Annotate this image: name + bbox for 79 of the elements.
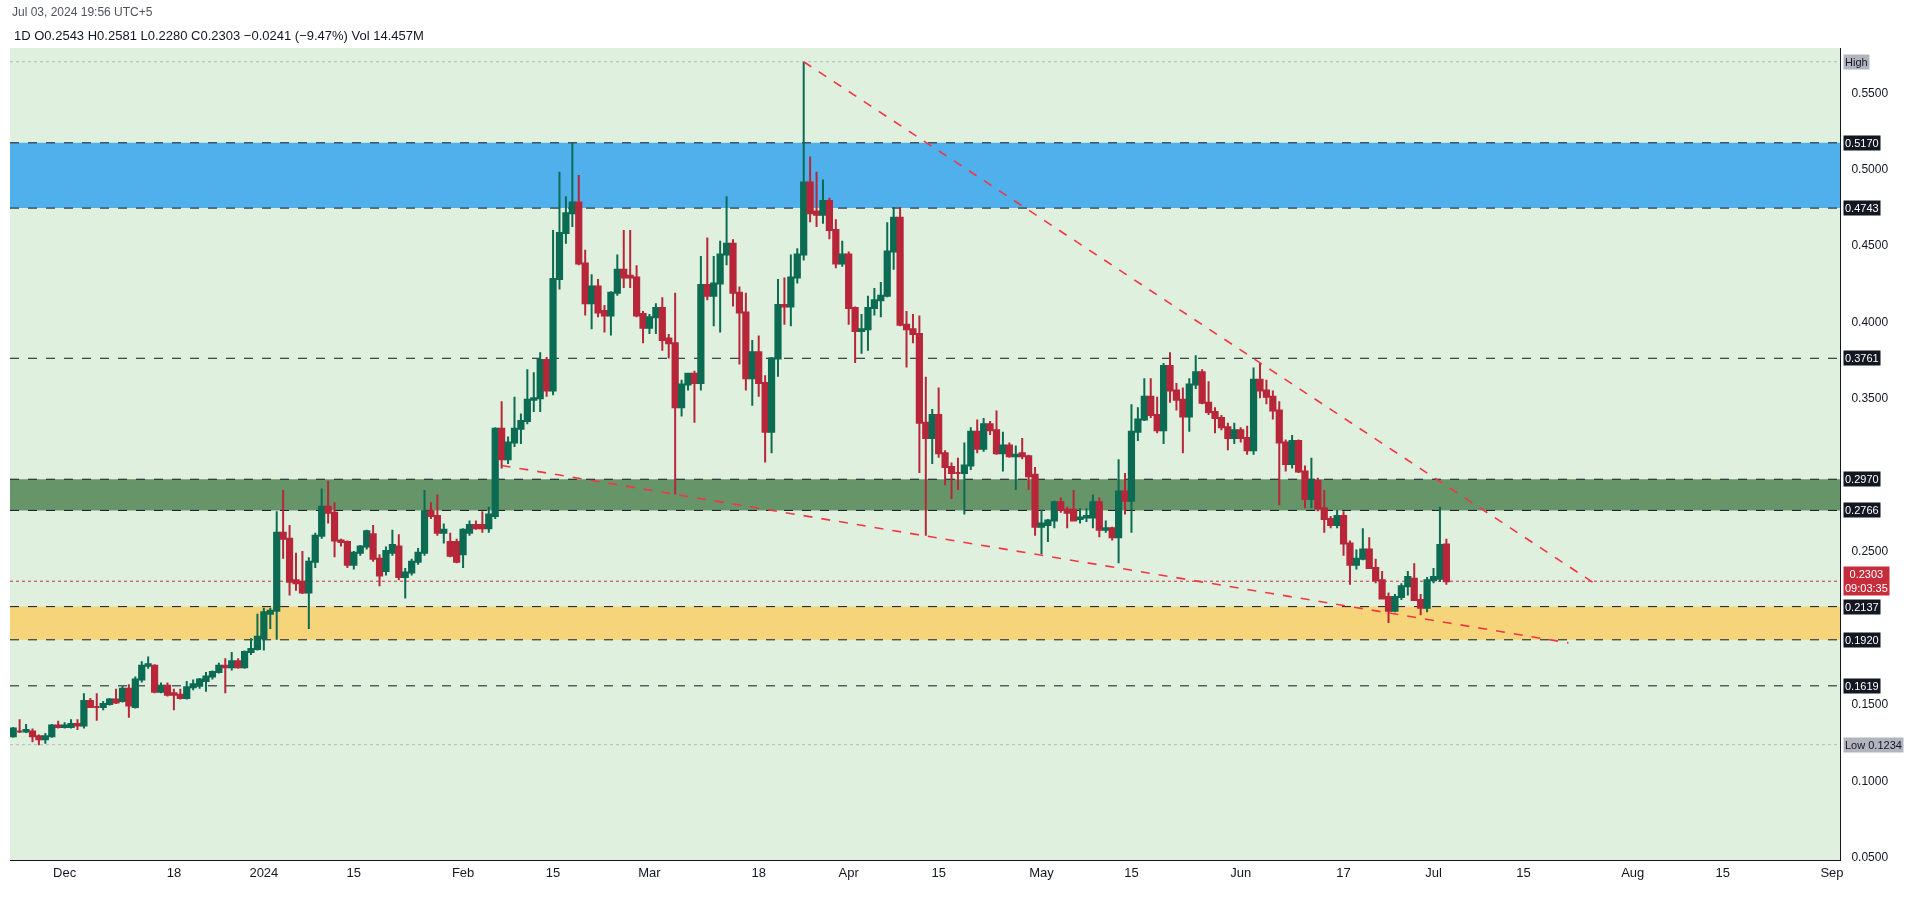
ref-line-label: 0.3761 xyxy=(1845,352,1879,364)
x-tick-label: Aug xyxy=(1621,864,1645,880)
x-tick-label: 15 xyxy=(545,864,561,880)
y-tick-label: 0.3500 xyxy=(1851,391,1889,406)
x-tick-label: 17 xyxy=(1336,864,1351,880)
ref-line-label: 0.2137 xyxy=(1845,601,1879,613)
ref-line-label: 0.4743 xyxy=(1845,202,1879,214)
x-tick-label: May xyxy=(1029,864,1055,880)
candlestick xyxy=(780,276,789,326)
candlestick xyxy=(690,369,699,424)
candlestick xyxy=(1307,456,1316,510)
candlestick xyxy=(1005,441,1013,459)
x-tick-label: 18 xyxy=(751,864,766,880)
candlestick xyxy=(697,254,705,392)
candlestick xyxy=(228,651,236,672)
y-tick-label: 0.0500 xyxy=(1851,850,1889,865)
x-tick-label: 15 xyxy=(1516,864,1531,880)
y-tick-label: 0.5000 xyxy=(1851,162,1889,177)
ref-line-label: 0.1920 xyxy=(1845,634,1879,646)
candlestick xyxy=(703,236,711,302)
chart-title: 1D O0.2543 H0.2581 L0.2280 C0.2303 −0.0241 (−9.47%) Vol 14.457M xyxy=(14,27,424,43)
candlestick xyxy=(1095,496,1103,539)
candlestick xyxy=(1115,458,1123,565)
x-tick-label: Apr xyxy=(838,864,860,880)
text: Jul 03, 2024 19:56 UTC+5 xyxy=(12,5,153,19)
candlestick xyxy=(819,178,827,225)
x-tick-label: Dec xyxy=(53,864,77,880)
x-tick-label: Jun xyxy=(1230,864,1252,880)
candlestick xyxy=(80,692,88,730)
y-tick-label: 0.5500 xyxy=(1851,85,1889,100)
candlestick xyxy=(1230,421,1238,446)
candlestick xyxy=(440,522,448,545)
candlestick xyxy=(112,687,120,706)
ref-line-label: 0.5170 xyxy=(1845,137,1879,149)
candlestick xyxy=(157,681,165,695)
candlestick xyxy=(1012,444,1020,491)
x-tick-label: 15 xyxy=(346,864,362,880)
candlestick xyxy=(1442,537,1450,586)
candlestick xyxy=(498,400,506,470)
candlestick xyxy=(588,273,596,331)
candlestick xyxy=(980,417,988,453)
candlestick xyxy=(1102,519,1110,534)
x-tick-label: Sep xyxy=(1820,864,1844,880)
x-tick-label: 2024 xyxy=(249,864,279,880)
candlestick xyxy=(395,533,403,582)
candlestick xyxy=(22,722,30,735)
x-tick-label: 15 xyxy=(1715,864,1730,880)
candlestick xyxy=(54,719,62,730)
candlestick xyxy=(838,239,846,268)
candlestick xyxy=(10,725,17,739)
candlestick xyxy=(973,418,981,455)
candlestick xyxy=(221,657,229,695)
candlestick xyxy=(1159,362,1168,446)
y-tick-label: 0.4500 xyxy=(1851,238,1889,253)
candlestick xyxy=(16,718,24,735)
candlestick xyxy=(125,683,133,719)
y-tick-label: 0.1500 xyxy=(1851,697,1889,712)
x-tick-label: 18 xyxy=(166,864,182,880)
ref-line-label: Low 0.1234 xyxy=(1845,739,1902,751)
candlestick xyxy=(1249,366,1258,456)
ref-line-label: 0.1619 xyxy=(1845,680,1879,692)
candlestick xyxy=(748,339,756,407)
y-tick-label: 0.2500 xyxy=(1851,544,1889,559)
candlestick xyxy=(73,718,82,732)
ref-line-label: 0.2970 xyxy=(1845,473,1879,485)
y-tick-label: 0.4000 xyxy=(1851,314,1889,329)
x-tick-label: Jul xyxy=(1425,864,1442,880)
x-tick-label: Feb xyxy=(451,864,475,880)
ref-line-label: 0.2766 xyxy=(1845,504,1879,516)
candlestick xyxy=(151,663,159,695)
y-tick-label: 0.1000 xyxy=(1851,773,1889,788)
x-tick-label: 15 xyxy=(931,864,946,880)
x-tick-label: Mar xyxy=(638,864,662,880)
candlestick xyxy=(928,407,936,465)
candlestick xyxy=(1121,472,1129,516)
x-tick-label: 15 xyxy=(1124,864,1139,880)
ref-line-label: 0.2303 09:03:35 xyxy=(1845,568,1888,595)
ref-line-label: High xyxy=(1845,56,1868,68)
candlestick xyxy=(999,430,1007,473)
